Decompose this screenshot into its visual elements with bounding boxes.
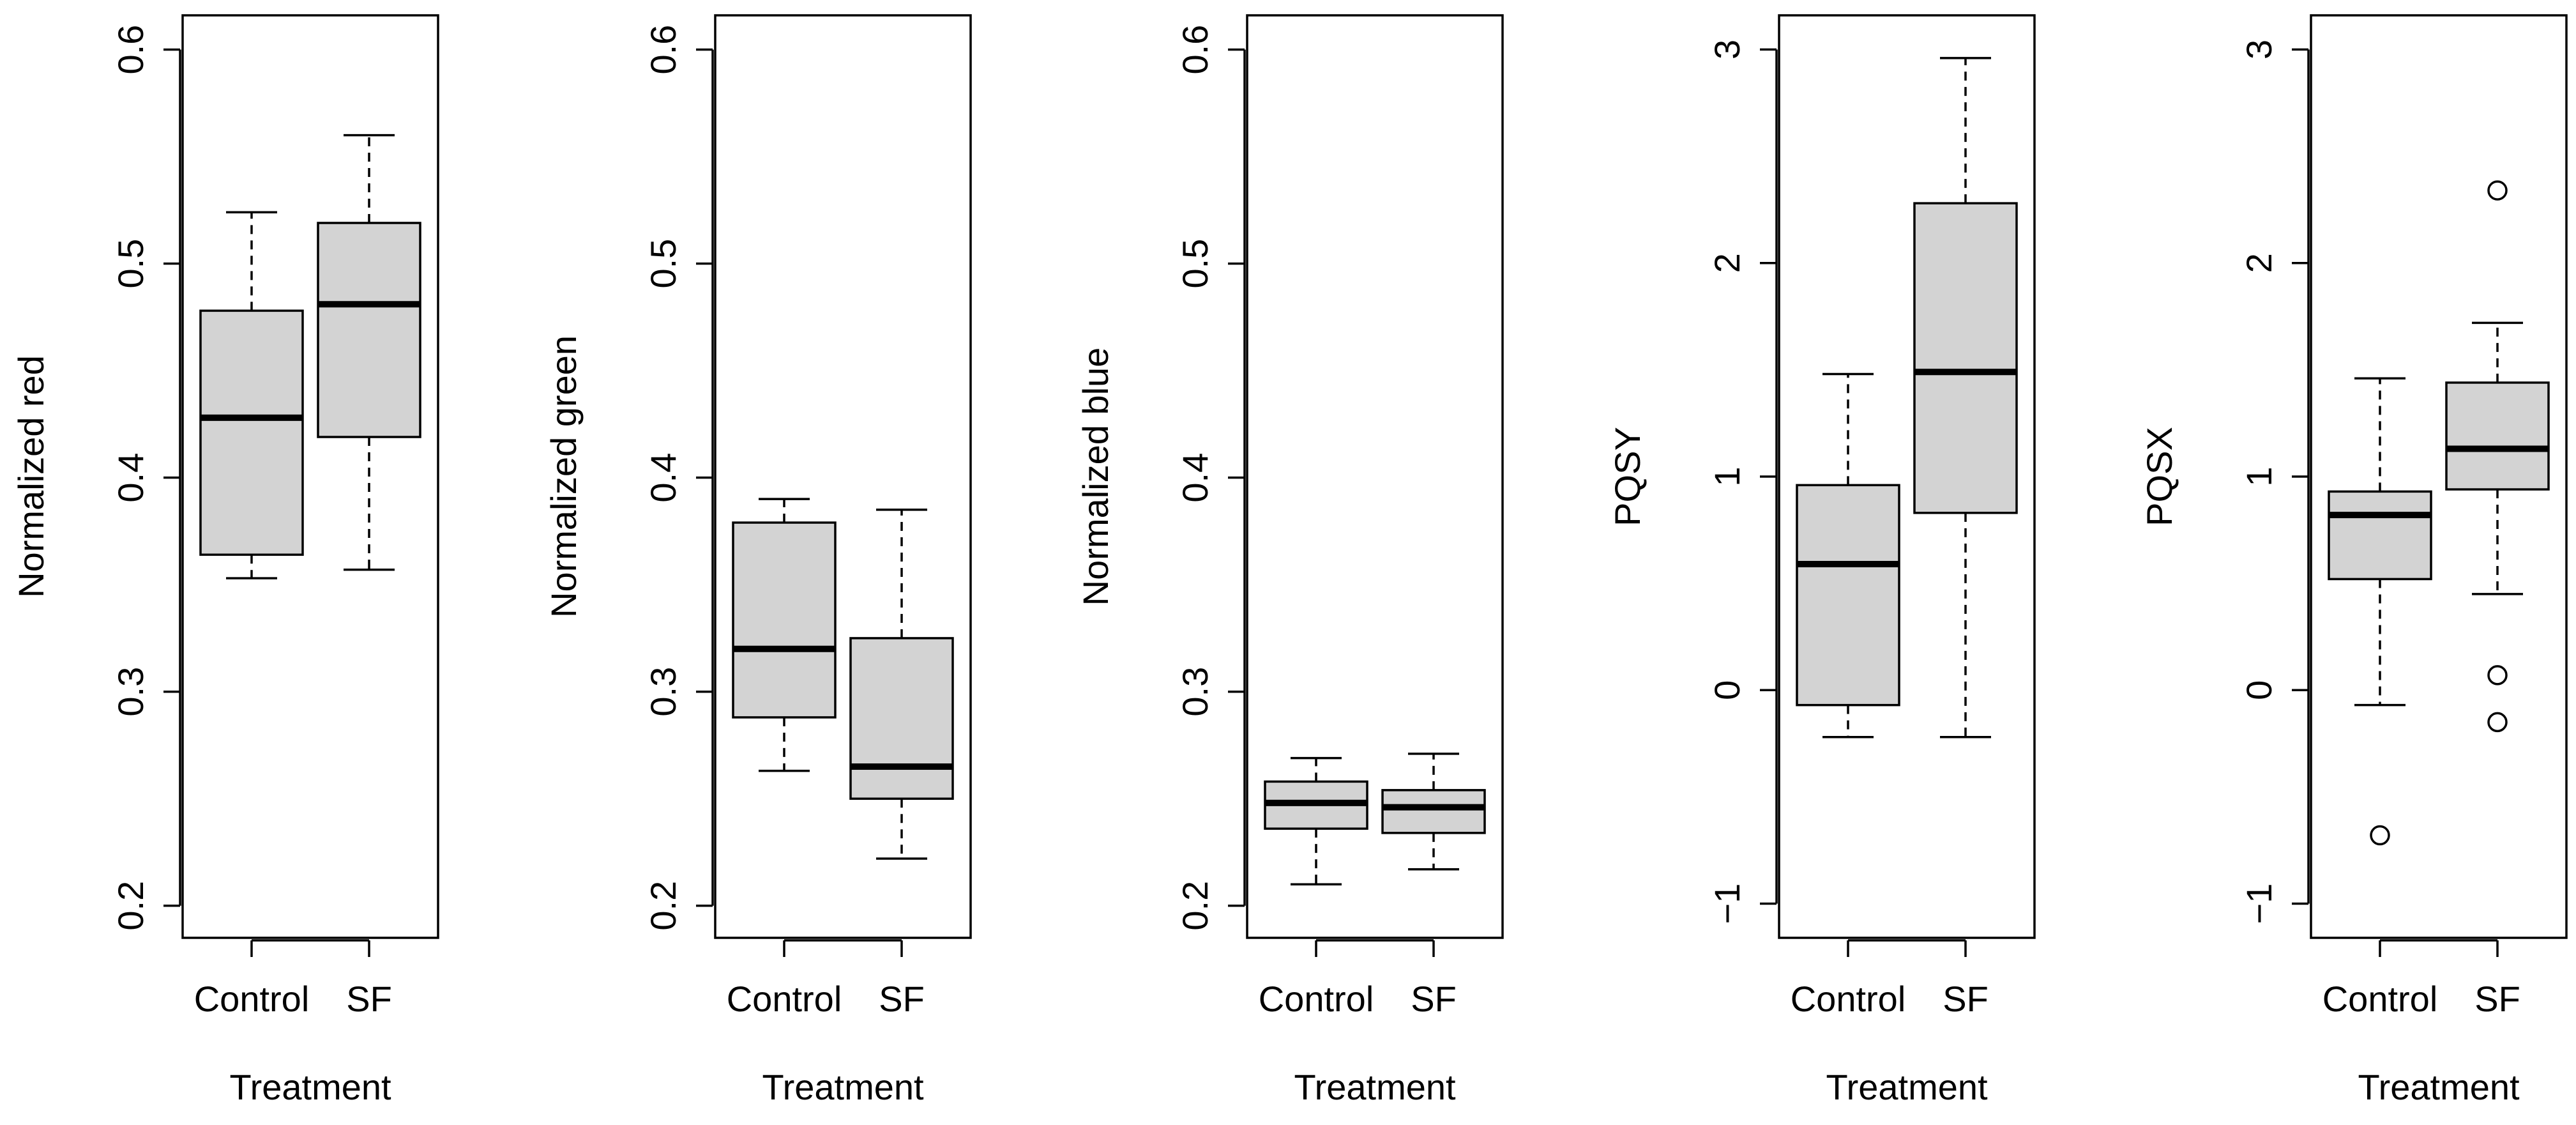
y-tick-label: 0.5 <box>110 239 151 289</box>
y-tick-label: 3 <box>2239 40 2279 59</box>
box-group-control <box>732 498 837 772</box>
y-tick-label: −1 <box>2239 884 2279 924</box>
iqr-box <box>2328 490 2432 581</box>
y-axis-label: PQSX <box>2139 427 2179 526</box>
y-tick-label: 0.6 <box>110 25 151 75</box>
iqr-box <box>1381 789 1486 834</box>
x-tick-label: SF <box>2474 979 2520 1019</box>
iqr-box <box>732 521 837 719</box>
box-group-sf <box>317 134 421 571</box>
y-tick-label: 0.2 <box>110 881 151 931</box>
iqr-box <box>849 637 954 800</box>
plot-frame <box>1246 14 1504 939</box>
x-tick-label: Control <box>727 979 842 1019</box>
x-tick-label: SF <box>346 979 392 1019</box>
x-tick-label: Control <box>1259 979 1374 1019</box>
iqr-box <box>317 222 421 438</box>
panel-2: 0.2 0.3 0.4 0.5 0.6 Normalized green Control SF… <box>543 14 972 1107</box>
iqr-box <box>2445 381 2550 491</box>
plot-frame <box>714 14 972 939</box>
x-axis-label: Treatment <box>2358 1067 2520 1107</box>
y-tick-label: 0.4 <box>643 453 683 503</box>
y-tick-label: 2 <box>2239 253 2279 273</box>
y-tick-label: 0.4 <box>1175 453 1215 503</box>
y-tick-label: 1 <box>2239 466 2279 486</box>
y-tick-label: 0.5 <box>1175 239 1215 289</box>
y-tick-label: 3 <box>1707 40 1747 59</box>
x-tick-label: Control <box>2322 979 2438 1019</box>
box-group-sf <box>2445 180 2550 733</box>
box-group-sf <box>849 509 954 860</box>
y-tick-label: 0 <box>1707 680 1747 700</box>
box-group-control <box>2328 377 2432 846</box>
plot-frame <box>2310 14 2568 939</box>
outlier-point <box>2487 665 2508 685</box>
x-tick-label: Control <box>1791 979 1906 1019</box>
y-tick-label: 0.6 <box>1175 25 1215 75</box>
y-tick-label: 0.4 <box>110 453 151 503</box>
x-tick-label: SF <box>1411 979 1457 1019</box>
plot-frame <box>181 14 439 939</box>
y-axis-label: PQSY <box>1607 427 1648 526</box>
iqr-box <box>1913 202 2018 514</box>
x-tick-label: SF <box>1943 979 1989 1019</box>
panel-3: 0.2 0.3 0.4 0.5 0.6 Normalized blue Control SF T… <box>1075 14 1504 1107</box>
box-group-sf <box>1913 57 2018 739</box>
y-axis-label: Normalized blue <box>1075 348 1116 606</box>
y-tick-label: 0.5 <box>643 239 683 289</box>
y-tick-label: 2 <box>1707 253 1747 273</box>
y-tick-label: 0.2 <box>1175 881 1215 931</box>
y-tick-label: 0.3 <box>1175 667 1215 717</box>
panel-1: 0.2 0.3 0.4 0.5 0.6 Normalized red Control SF Tr… <box>11 14 439 1107</box>
x-axis-label: Treatment <box>229 1067 391 1107</box>
x-axis-label: Treatment <box>762 1067 924 1107</box>
box-group-control <box>1264 756 1368 885</box>
y-axis-label: Normalized green <box>543 335 584 618</box>
y-tick-label: −1 <box>1707 884 1747 924</box>
outlier-point <box>2487 712 2508 733</box>
iqr-box <box>1796 484 1900 707</box>
panel-5: −1 0 1 2 3 PQSX Control SF Treatment <box>2139 14 2568 1107</box>
box-group-sf <box>1381 753 1486 871</box>
plot-frame <box>1778 14 2036 939</box>
x-tick-label: Control <box>194 979 310 1019</box>
x-tick-label: SF <box>879 979 925 1019</box>
iqr-box <box>199 309 304 556</box>
y-tick-label: 1 <box>1707 466 1747 486</box>
outlier-point <box>2487 180 2508 201</box>
y-tick-label: 0.3 <box>110 667 151 717</box>
box-group-control <box>1796 372 1900 739</box>
outlier-point <box>2370 825 2390 846</box>
y-tick-label: 0.6 <box>643 25 683 75</box>
x-axis-label: Treatment <box>1826 1067 1988 1107</box>
y-axis-label: Normalized red <box>11 355 51 598</box>
y-tick-label: 0.3 <box>643 667 683 717</box>
y-tick-label: 0 <box>2239 680 2279 700</box>
panel-4: −1 0 1 2 3 PQSY Control SF Treatment <box>1607 14 2036 1107</box>
x-axis-label: Treatment <box>1294 1067 1456 1107</box>
y-tick-label: 0.2 <box>643 881 683 931</box>
box-group-control <box>199 211 304 579</box>
